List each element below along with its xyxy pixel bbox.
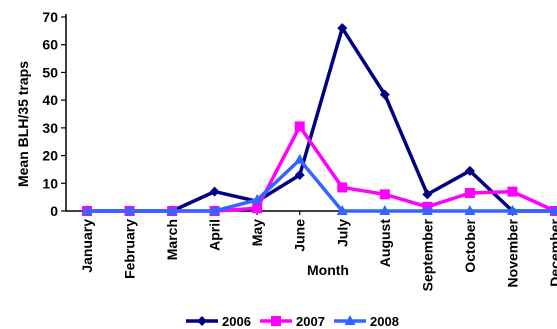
legend-label: 2006 xyxy=(222,314,251,329)
data-point xyxy=(464,187,475,198)
data-point xyxy=(464,165,475,176)
x-tick-label: June xyxy=(292,219,308,252)
data-point xyxy=(337,182,348,193)
legend: 2006 2007 2008 xyxy=(186,314,399,329)
data-point xyxy=(379,205,391,215)
data-point xyxy=(124,205,136,215)
x-tick-label: October xyxy=(462,218,478,272)
x-tick-label: August xyxy=(377,219,393,268)
data-point xyxy=(209,205,221,215)
x-tick-label: March xyxy=(164,219,180,260)
data-point xyxy=(464,205,476,215)
x-tick-label: July xyxy=(334,219,350,247)
y-tick-label: 30 xyxy=(42,120,58,136)
x-tick-label: February xyxy=(122,219,138,279)
y-tick-label: 0 xyxy=(50,203,58,219)
x-axis-title: Month xyxy=(307,262,349,278)
y-tick-label: 70 xyxy=(42,9,58,25)
y-tick-label: 20 xyxy=(42,148,58,164)
data-point xyxy=(421,205,433,215)
data-point xyxy=(549,205,557,215)
data-point xyxy=(81,205,93,215)
y-tick-label: 60 xyxy=(42,37,58,53)
legend-label: 2008 xyxy=(370,314,399,329)
data-point xyxy=(506,205,518,215)
data-point xyxy=(294,169,305,180)
x-tick-label: November xyxy=(504,218,520,287)
data-point xyxy=(336,205,348,215)
data-point xyxy=(294,121,305,132)
legend-marker xyxy=(197,316,207,326)
x-ticks: January February March April May June July Augu… xyxy=(79,211,557,291)
legend-item-2006: 2006 xyxy=(186,314,251,329)
x-tick-label: May xyxy=(249,219,265,246)
data-point xyxy=(422,189,433,200)
data-point xyxy=(507,186,518,197)
series-2007 xyxy=(82,121,557,216)
y-tick-label: 40 xyxy=(42,92,58,108)
series-2006 xyxy=(82,23,557,216)
x-tick-label: December xyxy=(547,218,557,286)
data-point xyxy=(379,89,390,100)
legend-label: 2007 xyxy=(296,314,325,329)
data-point xyxy=(209,186,220,197)
data-point xyxy=(252,203,263,214)
legend-marker xyxy=(344,315,356,325)
series-group xyxy=(81,23,557,216)
x-tick-label: September xyxy=(419,218,435,291)
series-line xyxy=(87,124,556,213)
data-point xyxy=(337,23,348,34)
legend-item-2008: 2008 xyxy=(334,314,399,329)
data-point xyxy=(379,189,390,200)
y-ticks: 0 10 20 30 40 50 60 70 xyxy=(42,9,66,219)
data-point xyxy=(166,205,178,215)
y-tick-label: 10 xyxy=(42,175,58,191)
legend-item-2007: 2007 xyxy=(260,314,325,329)
legend-marker xyxy=(271,316,281,326)
series-line xyxy=(87,157,555,213)
y-axis-title: Mean BLH/35 traps xyxy=(15,61,31,187)
series-2008 xyxy=(81,153,557,215)
x-tick-label: April xyxy=(207,219,223,251)
x-tick-label: January xyxy=(79,219,95,273)
data-point xyxy=(251,193,263,204)
data-point xyxy=(294,153,306,164)
y-tick-label: 50 xyxy=(42,64,58,80)
